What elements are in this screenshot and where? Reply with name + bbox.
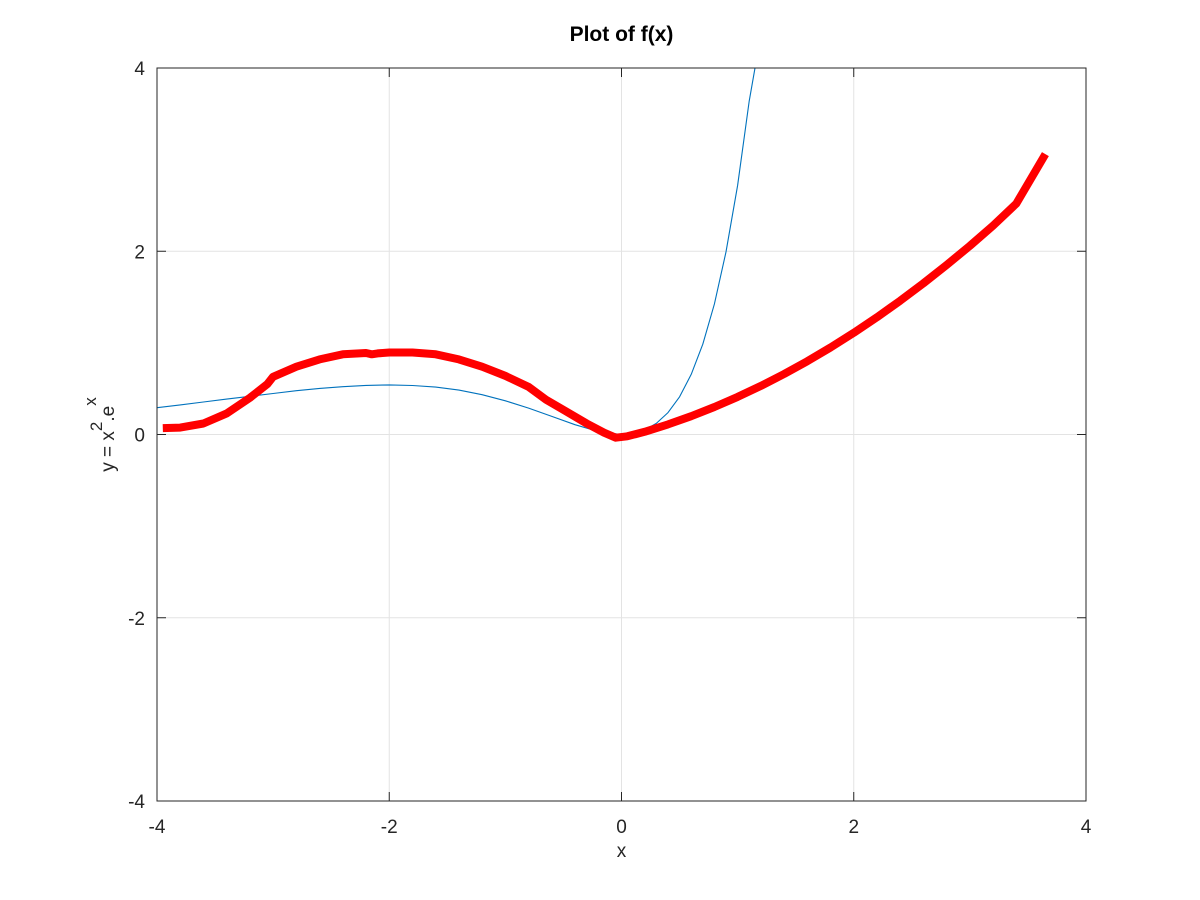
y-tick-label: -2: [128, 609, 145, 630]
y-tick-label: 4: [134, 59, 145, 80]
y-axis-label-exponent-1: 2: [87, 422, 106, 431]
x-tick-label: 4: [1081, 817, 1092, 838]
y-axis-label-base: y = x: [98, 431, 119, 472]
y-axis-label-exponent-2: x: [81, 397, 100, 406]
x-tick-label: 2: [848, 817, 859, 838]
series-line-2: [162, 152, 1049, 442]
tick-labels: -4 -2 0 2 4 -4 -2 0 2 4: [128, 59, 1092, 838]
series-group: [157, 68, 1049, 442]
x-tick-label: -4: [149, 817, 166, 838]
grid: [157, 68, 1086, 801]
y-axis-label-middle: .e: [98, 406, 119, 422]
x-tick-label: 0: [616, 817, 627, 838]
y-axis-label: y = x2.ex: [81, 397, 119, 472]
y-tick-label: 2: [134, 242, 145, 263]
series-line-1: [157, 68, 756, 436]
x-tick-label: -2: [381, 817, 398, 838]
y-tick-label: -4: [128, 792, 145, 813]
ticks: [156, 67, 1087, 802]
chart-title: Plot of f(x): [570, 23, 674, 46]
y-tick-label: 0: [134, 426, 145, 447]
svg-text:y = x2.ex: y = x2.ex: [81, 397, 119, 472]
x-axis-label: x: [617, 841, 627, 862]
